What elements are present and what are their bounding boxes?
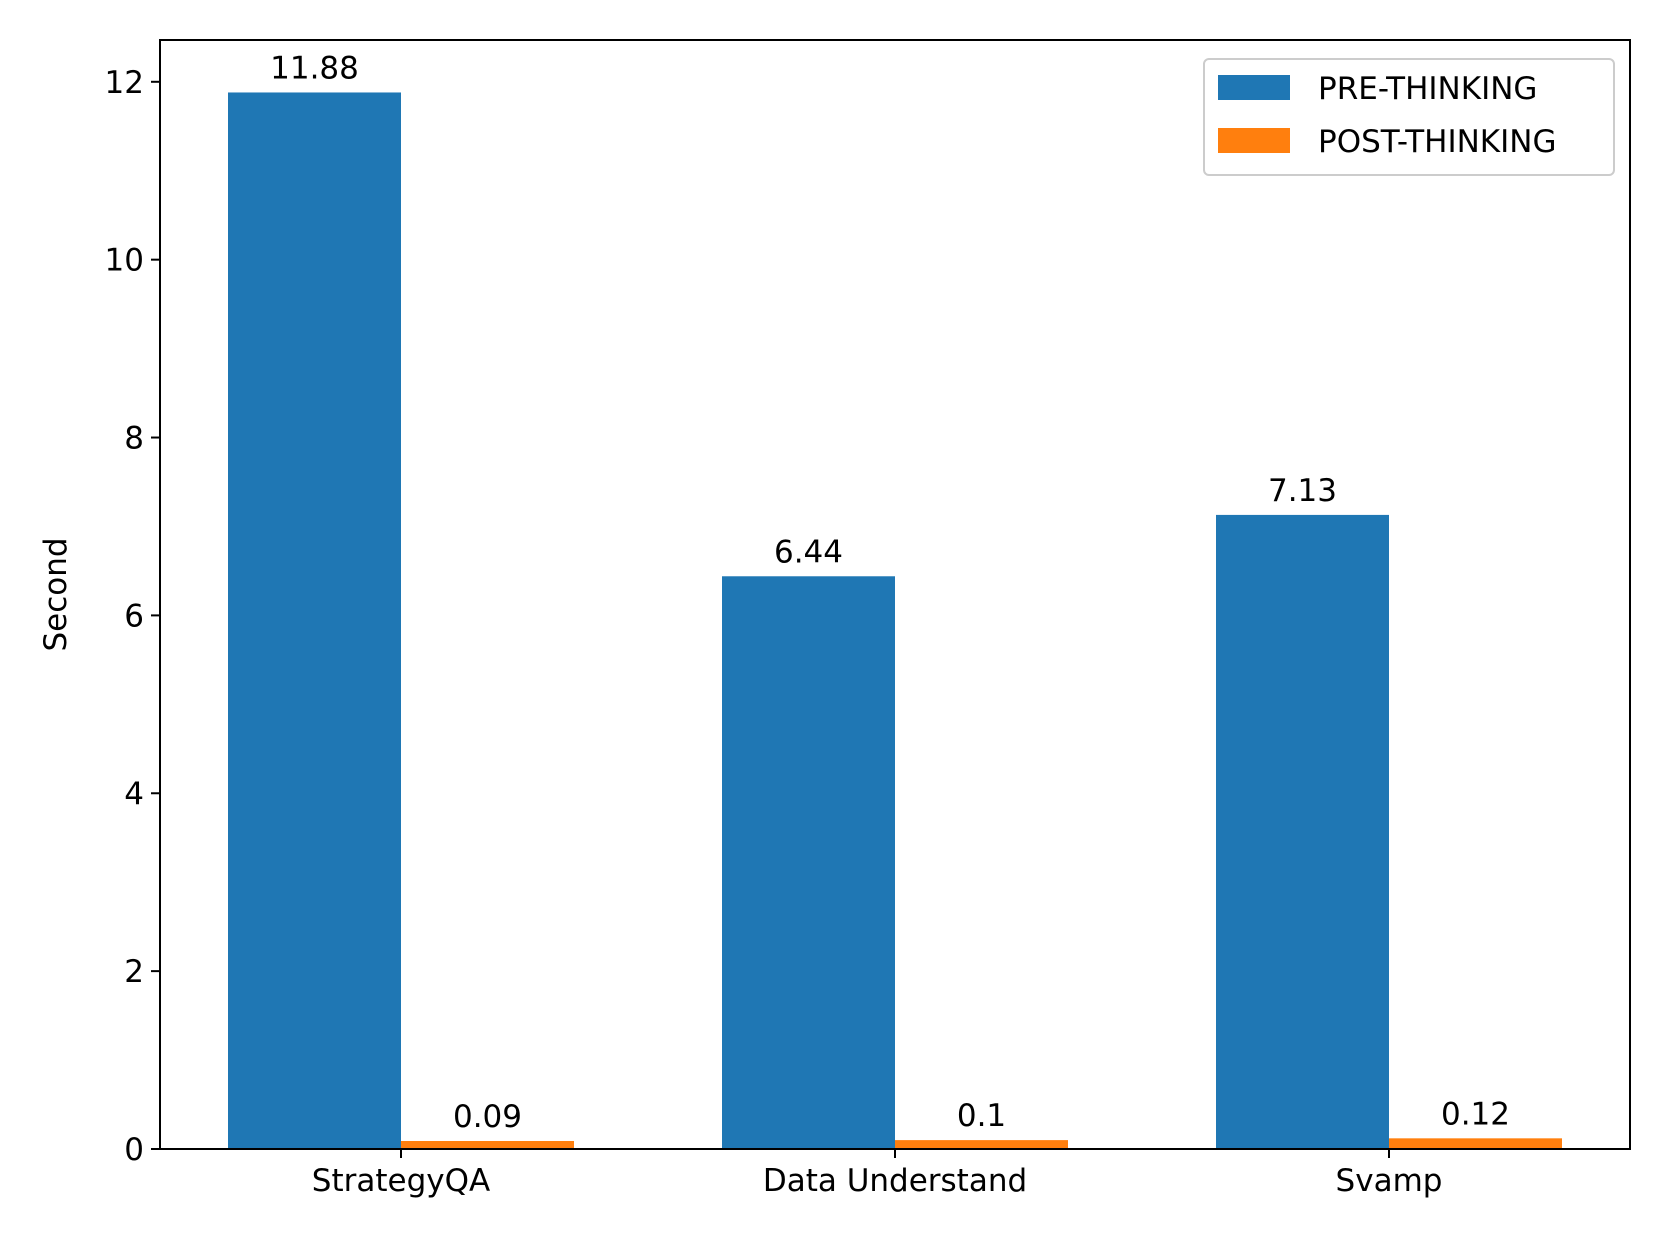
data-labels-group: 11.88 6.44 7.13 0.09 0.1 0.12: [270, 50, 1510, 1135]
data-label-post-thinking-strategyqa: 0.09: [453, 1099, 522, 1135]
x-tick-label: Svamp: [1336, 1163, 1443, 1199]
data-label-post-thinking-data-understand: 0.1: [957, 1098, 1006, 1134]
data-label-pre-thinking-data-understand: 6.44: [774, 534, 843, 570]
bar-post-thinking-svamp: [1389, 1138, 1562, 1149]
data-label-pre-thinking-strategyqa: 11.88: [270, 50, 359, 86]
y-axis-label: Second: [38, 537, 74, 651]
y-tick-label: 6: [124, 598, 144, 634]
legend-label-post-thinking: POST-THINKING: [1318, 124, 1556, 160]
y-tick-label: 0: [124, 1132, 144, 1168]
x-axis-ticks: StrategyQA Data Understand Svamp: [312, 1149, 1443, 1199]
x-tick-label: Data Understand: [763, 1163, 1027, 1199]
bar-post-thinking-data-understand: [895, 1140, 1068, 1149]
bar-pre-thinking-strategyqa: [228, 92, 401, 1150]
legend-box: [1203, 58, 1615, 176]
y-tick-label: 4: [124, 776, 144, 812]
bar-pre-thinking-svamp: [1216, 514, 1389, 1149]
data-label-post-thinking-svamp: 0.12: [1441, 1096, 1510, 1132]
y-tick-label: 2: [124, 954, 144, 990]
legend-swatch-post-thinking: [1218, 128, 1290, 153]
bars-group: [228, 92, 1562, 1150]
legend: PRE-THINKING POST-THINKING: [1203, 58, 1615, 176]
y-tick-label: 12: [105, 65, 144, 101]
y-tick-label: 10: [105, 243, 144, 279]
legend-label-pre-thinking: PRE-THINKING: [1318, 71, 1537, 107]
x-tick-label: StrategyQA: [312, 1163, 490, 1199]
y-axis-ticks: 0 2 4 6 8 10 12: [105, 65, 160, 1168]
axes-frame: [159, 39, 1631, 1150]
bar-post-thinking-strategyqa: [401, 1140, 574, 1149]
bar-pre-thinking-data-understand: [722, 576, 895, 1149]
data-label-pre-thinking-svamp: 7.13: [1268, 473, 1337, 509]
y-tick-label: 8: [124, 421, 144, 457]
legend-swatch-pre-thinking: [1218, 75, 1290, 100]
